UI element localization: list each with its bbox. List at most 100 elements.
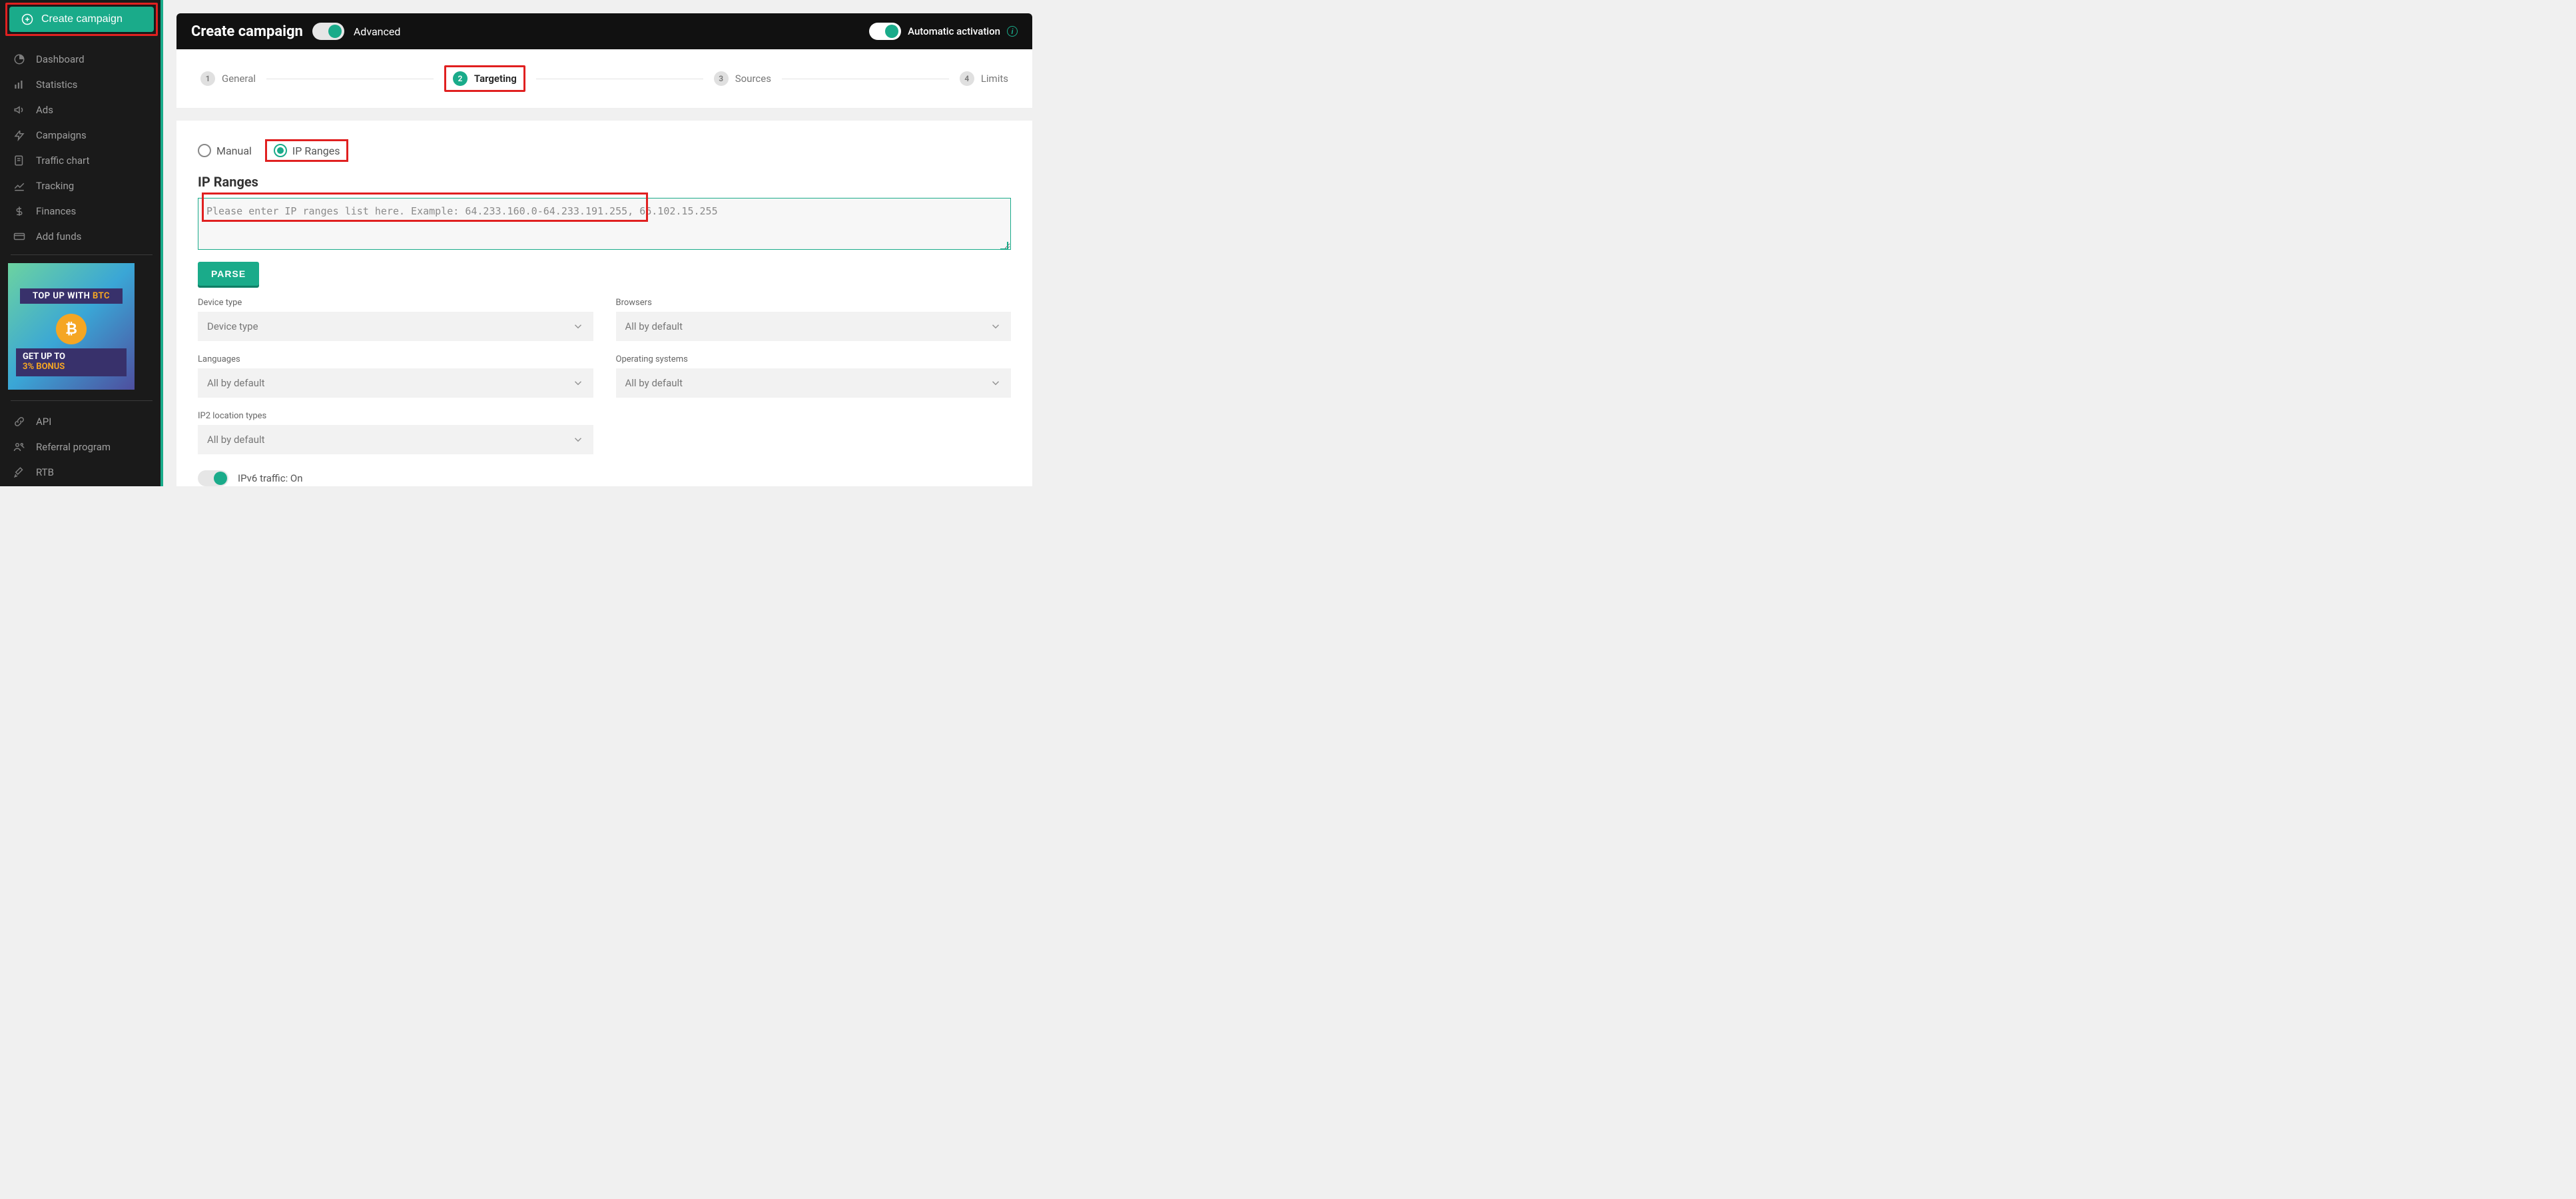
traffic-icon [13,155,25,167]
bitcoin-icon: ₿ [56,314,87,344]
page-header: Create campaign Advanced Automatic activ… [176,13,1032,49]
sidebar-item-finances[interactable]: Finances [8,199,155,224]
sidebar-item-statistics[interactable]: Statistics [8,72,155,97]
annotation-box-create: Create campaign [5,3,158,36]
finances-icon [13,205,25,217]
ipv6-row: IPv6 traffic: On [198,470,1011,486]
targeting-fields-grid: Device type Device type Browsers All by … [198,298,1011,454]
chevron-down-icon [990,320,1002,332]
promo-line1-pre: TOP UP WITH [33,291,93,301]
api-icon [13,416,25,428]
promo-line1-btc: BTC [93,291,110,301]
sidebar-item-label: RTB [36,466,54,478]
sidebar-item-label: Tracking [36,180,74,192]
field-os: Operating systems All by default [616,354,1012,398]
auto-activation-toggle[interactable] [869,23,901,40]
create-campaign-label: Create campaign [41,13,123,25]
header-right: Automatic activation i [869,23,1018,40]
step-number: 4 [960,71,974,86]
sidebar-item-ads[interactable]: Ads [8,97,155,123]
select-languages[interactable]: All by default [198,368,593,398]
parse-button[interactable]: PARSE [198,262,259,286]
stats-icon [13,79,25,91]
main-content: Create campaign Advanced Automatic activ… [163,0,1032,486]
sidebar-item-label: Campaigns [36,129,87,141]
field-languages: Languages All by default [198,354,593,398]
ipv6-toggle[interactable] [198,470,228,486]
advanced-label: Advanced [354,25,401,38]
select-value: All by default [207,377,265,389]
sidebar: Create campaign Dashboard Statistics Ads… [0,0,163,486]
tracking-icon [13,180,25,192]
ip-ranges-input[interactable] [198,198,1011,250]
sidebar-item-traffic-chart[interactable]: Traffic chart [8,148,155,173]
step-label: Targeting [474,73,517,85]
sidebar-item-api[interactable]: API [8,409,155,434]
sidebar-item-label: Ads [36,104,53,116]
sidebar-item-label: Add funds [36,230,81,242]
step-number: 3 [714,71,729,86]
targeting-card: Manual IP Ranges IP Ranges PARSE Device … [176,121,1032,486]
step-limits[interactable]: 4 Limits [960,71,1008,86]
ipv6-label: IPv6 traffic: On [238,472,303,484]
step-sources[interactable]: 3 Sources [714,71,771,86]
sidebar-item-label: Statistics [36,79,77,91]
select-value: Device type [207,320,258,332]
radio-circle-icon [198,144,211,157]
radio-label: Manual [216,145,252,157]
select-os[interactable]: All by default [616,368,1012,398]
field-label: Languages [198,354,593,364]
field-label: IP2 location types [198,411,593,421]
promo-banner[interactable]: TOP UP WITH BTC ₿ GET UP TO 3% BONUS [8,263,135,390]
sidebar-item-rtb[interactable]: RTB [8,460,155,485]
select-value: All by default [625,320,683,332]
radio-manual[interactable]: Manual [198,144,252,157]
step-number: 1 [200,71,215,86]
chevron-down-icon [572,320,584,332]
select-value: All by default [207,434,265,446]
wizard-steps: 1 General 2 Targeting 3 Sources 4 Limits [176,49,1032,109]
ip-ranges-title: IP Ranges [198,174,1011,190]
advanced-toggle[interactable] [312,23,344,40]
sidebar-nav-secondary: API Referral program RTB [8,409,155,485]
sidebar-item-label: API [36,416,51,428]
sidebar-divider [11,400,153,401]
select-value: All by default [625,377,683,389]
sidebar-item-tracking[interactable]: Tracking [8,173,155,199]
step-targeting[interactable]: 2 Targeting [453,71,517,86]
radio-ip-ranges[interactable]: IP Ranges [274,144,340,157]
radio-label: IP Ranges [292,145,340,157]
targeting-mode-radios: Manual IP Ranges [198,139,1011,162]
top-strip [176,0,1032,13]
select-ip2[interactable]: All by default [198,425,593,454]
sidebar-item-label: Finances [36,205,76,217]
chevron-down-icon [990,377,1002,389]
radio-circle-icon [274,144,287,157]
referral-icon [13,441,25,453]
field-ip2: IP2 location types All by default [198,411,593,454]
field-device-type: Device type Device type [198,298,593,341]
select-browsers[interactable]: All by default [616,312,1012,341]
promo-line2b: 3% BONUS [23,362,65,372]
chevron-down-icon [572,377,584,389]
auto-activation-label: Automatic activation [908,25,1000,37]
field-label: Device type [198,298,593,308]
sidebar-accent [161,0,163,486]
select-device-type[interactable]: Device type [198,312,593,341]
create-campaign-button[interactable]: Create campaign [9,7,154,32]
info-icon[interactable]: i [1007,26,1018,37]
sidebar-item-campaigns[interactable]: Campaigns [8,123,155,148]
addfunds-icon [13,230,25,242]
field-label: Browsers [616,298,1012,308]
promo-line1: TOP UP WITH BTC [20,288,123,304]
page-title: Create campaign [191,23,303,40]
promo-line2: GET UP TO 3% BONUS [16,348,127,376]
sidebar-item-referral[interactable]: Referral program [8,434,155,460]
sidebar-divider [11,254,153,255]
dashboard-icon [13,53,25,65]
sidebar-item-label: Dashboard [36,53,85,65]
ip-ranges-textarea-wrap [198,190,1011,252]
sidebar-item-add-funds[interactable]: Add funds [8,224,155,249]
step-general[interactable]: 1 General [200,71,256,86]
sidebar-item-dashboard[interactable]: Dashboard [8,47,155,72]
